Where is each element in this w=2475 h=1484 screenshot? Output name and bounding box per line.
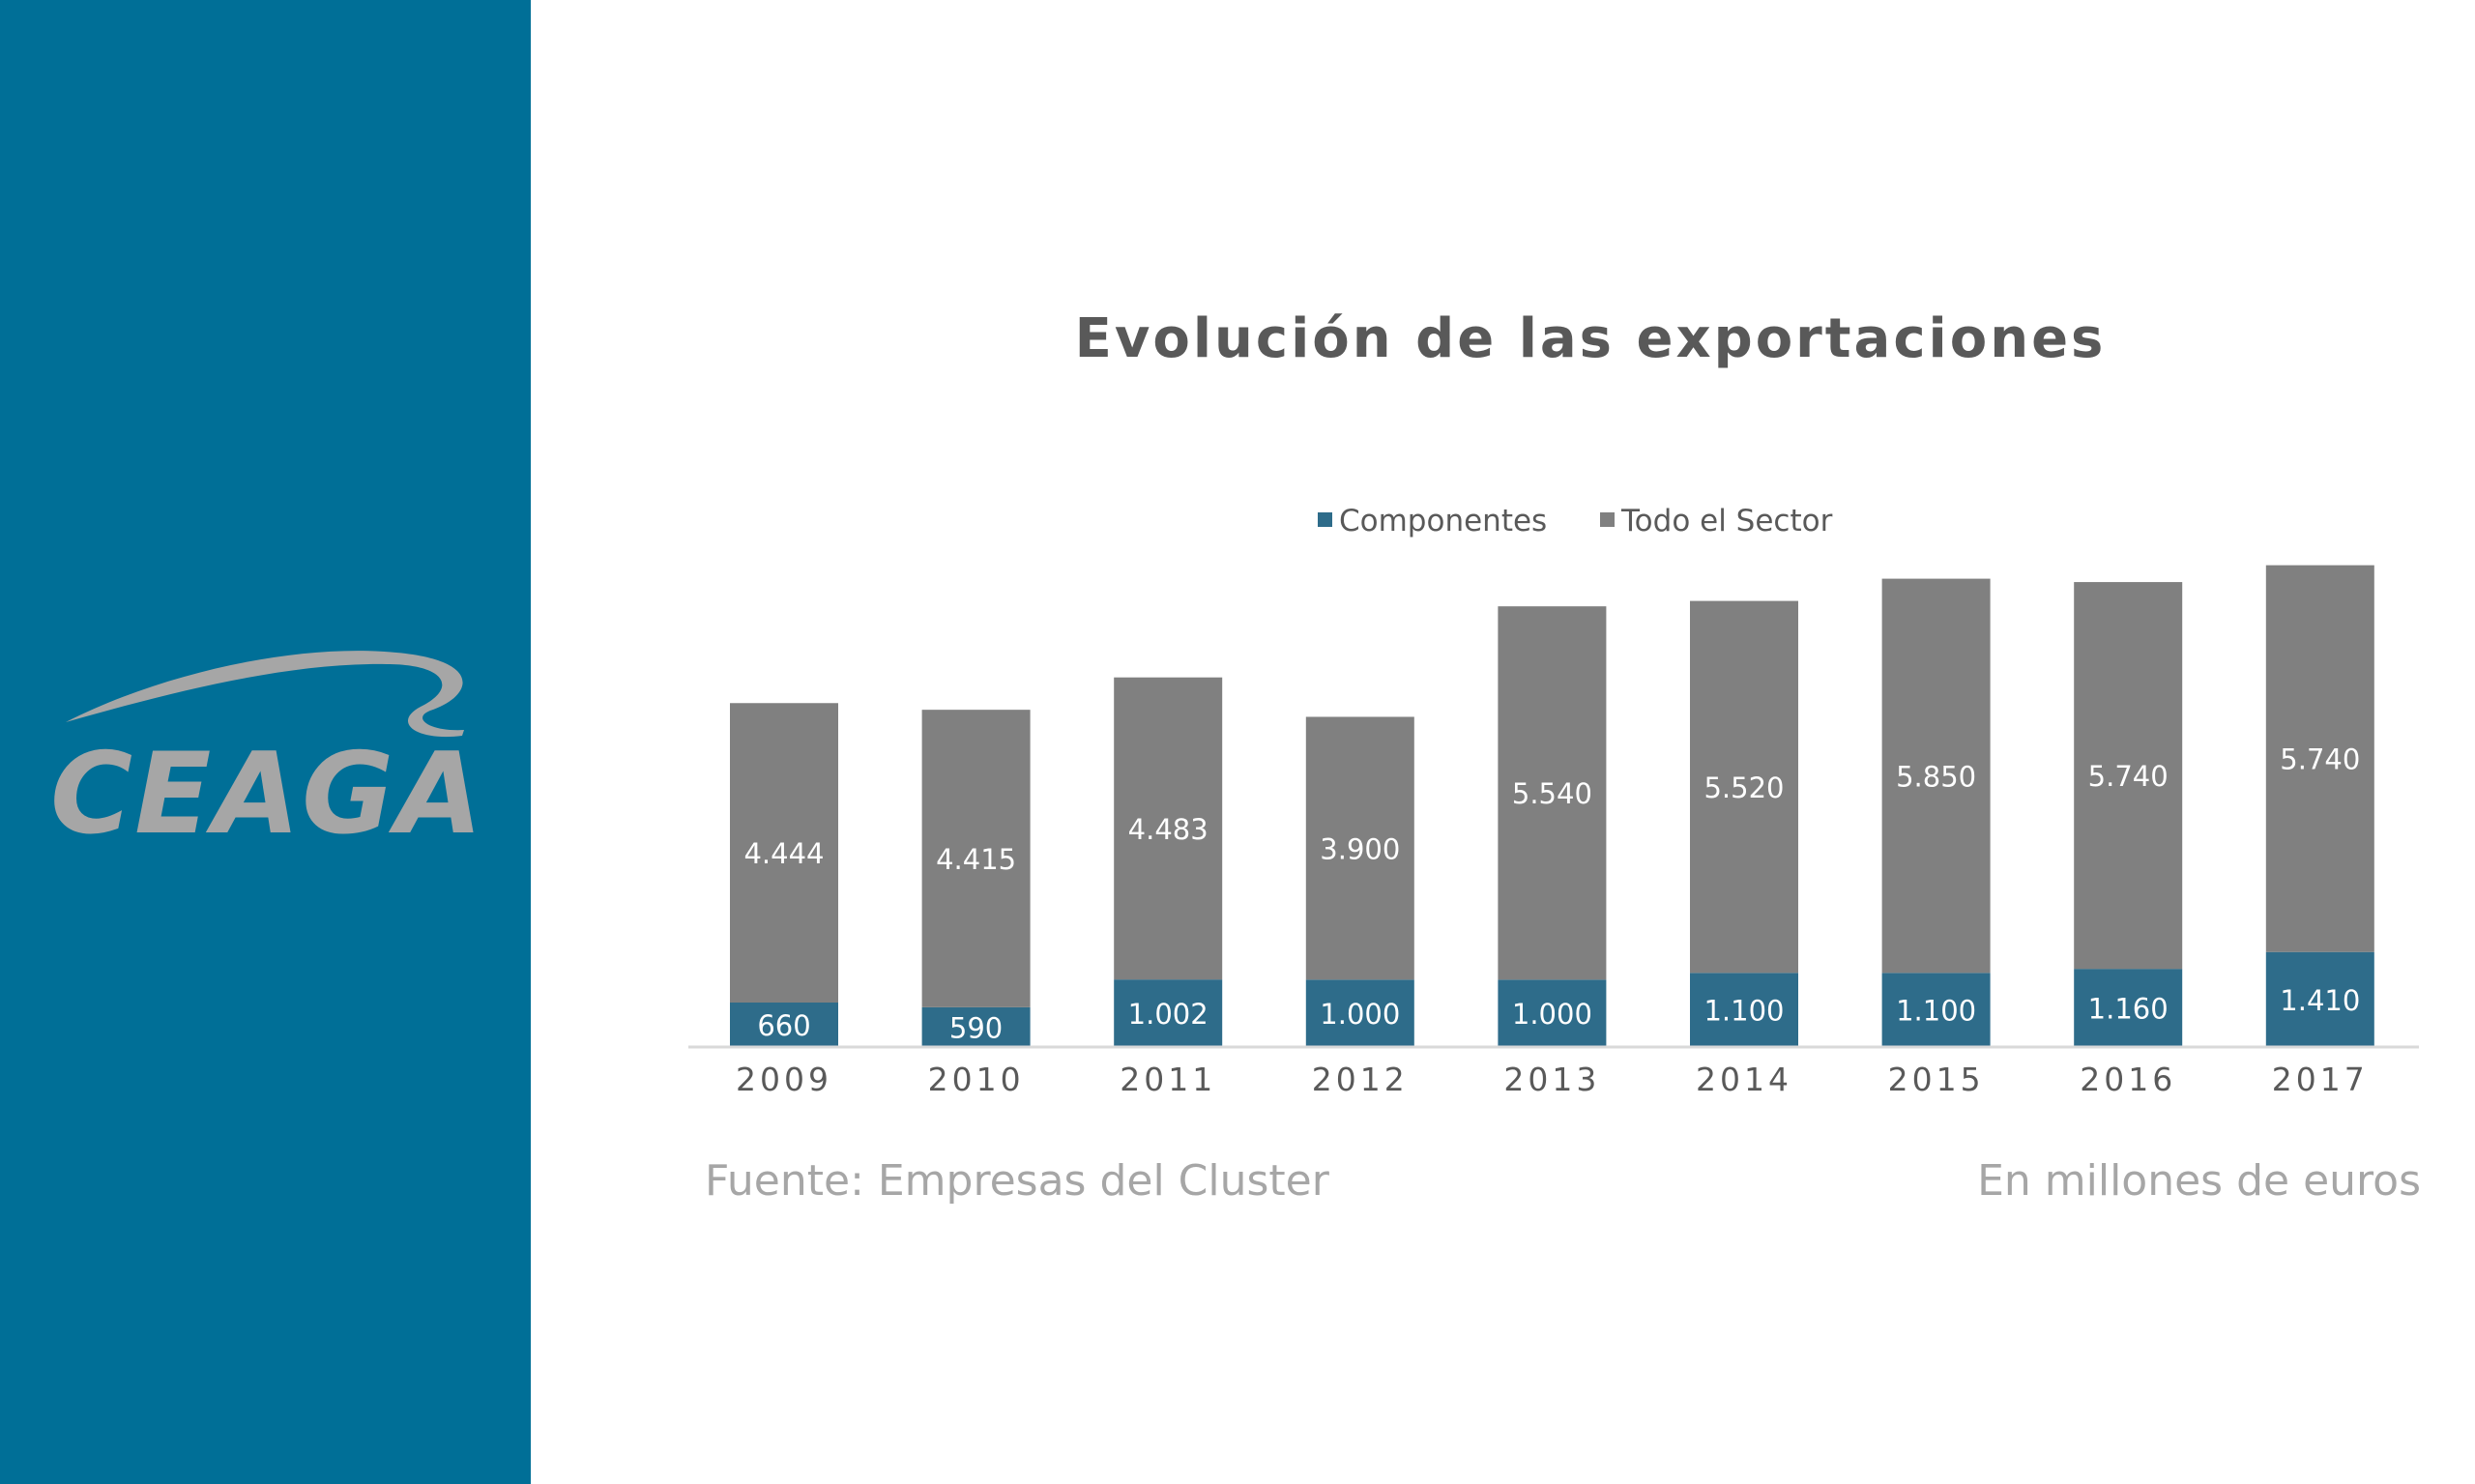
sidebar-panel: CEAGA: [0, 0, 531, 1484]
logo-swoosh: [66, 651, 464, 738]
data-label-todo-el-sector-2014: 5.520: [1703, 771, 1784, 804]
data-label-todo-el-sector-2017: 5.740: [2280, 743, 2360, 776]
legend-label-1: Componentes: [1339, 504, 1547, 538]
x-tick-2017: 2017: [2272, 1061, 2369, 1098]
bars-group: 660 4.444 590 4.415 1.002 4.483 1.000 3.900 1.00…: [730, 565, 2374, 1047]
data-label-componentes-2009: 660: [757, 1009, 810, 1042]
bar-componentes-2017: [2265, 951, 2374, 1047]
data-label-componentes-2014: 1.100: [1703, 995, 1784, 1028]
data-label-componentes-2013: 1.000: [1512, 998, 1592, 1031]
bar-componentes-2014: [1690, 973, 1798, 1047]
x-tick-2014: 2014: [1696, 1061, 1792, 1098]
data-label-todo-el-sector-2016: 5.740: [2088, 760, 2169, 793]
data-label-todo-el-sector-2009: 4.444: [743, 837, 824, 870]
x-tick-labels: 2009 2010 2011 2012 2013 2014 2015 2016 2017: [736, 1061, 2369, 1098]
data-label-componentes-2015: 1.100: [1896, 995, 1976, 1028]
data-label-componentes-2012: 1.000: [1320, 998, 1400, 1031]
bar-todo-el-sector-2016: [2074, 582, 2183, 970]
data-label-todo-el-sector-2013: 5.540: [1512, 777, 1592, 810]
bar-todo-el-sector-2017: [2265, 565, 2374, 952]
bar-componentes-2009: [730, 1002, 838, 1047]
x-tick-2013: 2013: [1503, 1061, 1600, 1098]
x-tick-2012: 2012: [1312, 1061, 1409, 1098]
data-label-componentes-2011: 1.002: [1128, 998, 1208, 1031]
source-note: Fuente: Empresas del Cluster: [705, 1156, 1329, 1206]
data-label-todo-el-sector-2015: 5.850: [1896, 760, 1976, 793]
chart-legend: Componentes Todo el Sector: [1318, 504, 1833, 538]
chart-title: Evolución de las exportaciones: [1074, 307, 2107, 370]
legend-swatch-2: [1600, 512, 1615, 527]
units-note: En millones de euros: [1977, 1156, 2421, 1206]
data-label-componentes-2017: 1.410: [2280, 984, 2360, 1017]
data-label-componentes-2010: 590: [949, 1011, 1003, 1044]
x-tick-2009: 2009: [736, 1061, 832, 1098]
bar-componentes-2012: [1305, 979, 1414, 1047]
ceaga-logo: CEAGA: [50, 651, 483, 846]
bar-todo-el-sector-2015: [1881, 578, 1991, 974]
data-label-todo-el-sector-2012: 3.900: [1320, 832, 1400, 865]
x-tick-2016: 2016: [2080, 1061, 2176, 1098]
bar-todo-el-sector-2014: [1690, 600, 1798, 974]
logo-wordmark: CEAGA: [50, 729, 483, 846]
bar-todo-el-sector-2011: [1114, 677, 1223, 980]
data-label-todo-el-sector-2011: 4.483: [1128, 813, 1208, 846]
bar-componentes-2010: [921, 1006, 1031, 1047]
data-label-todo-el-sector-2010: 4.415: [936, 843, 1016, 876]
bar-componentes-2015: [1881, 973, 1991, 1047]
x-tick-2010: 2010: [928, 1061, 1025, 1098]
bar-todo-el-sector-2009: [730, 703, 838, 1003]
legend-label-2: Todo el Sector: [1620, 504, 1833, 538]
data-label-componentes-2016: 1.160: [2088, 993, 2169, 1026]
bar-componentes-2016: [2074, 969, 2183, 1047]
bar-todo-el-sector-2013: [1498, 606, 1607, 980]
x-tick-2011: 2011: [1120, 1061, 1216, 1098]
bar-todo-el-sector-2012: [1305, 716, 1414, 980]
bar-componentes-2013: [1498, 979, 1607, 1047]
legend-swatch-1: [1318, 512, 1332, 527]
x-tick-2015: 2015: [1888, 1061, 1985, 1098]
bar-todo-el-sector-2010: [921, 710, 1031, 1007]
bar-componentes-2011: [1114, 979, 1223, 1047]
